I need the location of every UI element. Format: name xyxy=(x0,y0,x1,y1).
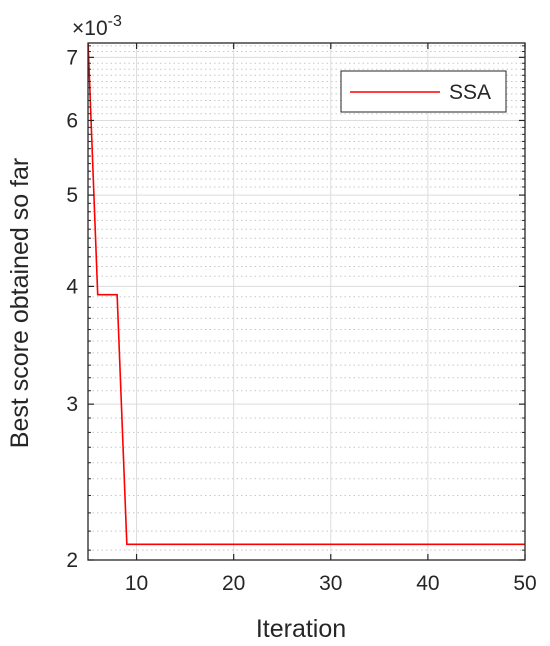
x-tick-label: 40 xyxy=(416,572,439,595)
series-line-ssa xyxy=(88,43,525,546)
plot-frame xyxy=(87,42,526,561)
x-tick-label: 10 xyxy=(125,572,148,595)
major-grid xyxy=(88,43,526,561)
y-exponent-label: ×10-3 xyxy=(72,13,122,40)
legend: SSA xyxy=(340,70,507,113)
x-axis-title: Iteration xyxy=(256,615,346,643)
y-tick-label: 5 xyxy=(66,184,78,207)
y-tick-label: 7 xyxy=(66,46,78,69)
x-tick-label: 30 xyxy=(319,572,342,595)
y-tick-label: 6 xyxy=(66,109,78,132)
series-layer xyxy=(88,43,525,546)
y-tick-label: 3 xyxy=(66,393,78,416)
tick-labels: 2 3 4 5 6 7 10 20 30 40 50 xyxy=(66,46,536,595)
tick-marks xyxy=(88,43,526,561)
y-tick-label: 4 xyxy=(66,275,78,298)
x-tick-label: 20 xyxy=(222,572,245,595)
legend-label-ssa: SSA xyxy=(449,81,491,104)
y-tick-label: 2 xyxy=(66,549,78,572)
y-axis-title: Best score obtained so far xyxy=(6,158,34,448)
x-tick-label: 50 xyxy=(513,572,536,595)
minor-grid xyxy=(88,45,525,551)
